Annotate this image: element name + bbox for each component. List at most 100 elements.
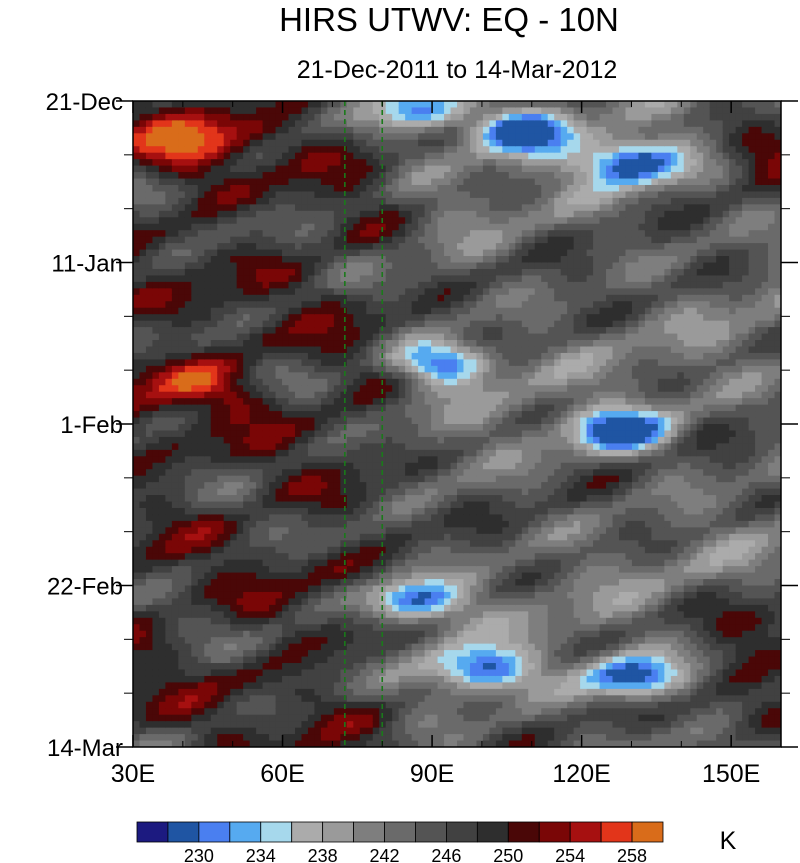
heatmap-cell (243, 378, 251, 386)
heatmap-cell (249, 708, 257, 716)
heatmap-cell (217, 617, 225, 625)
heatmap-cell (346, 385, 354, 393)
heatmap-cell (275, 133, 283, 141)
heatmap-cell (243, 675, 251, 683)
heatmap-cell (197, 152, 205, 160)
heatmap-cell (437, 146, 445, 154)
heatmap-cell (243, 107, 251, 115)
heatmap-cell (431, 527, 439, 535)
heatmap-cell (191, 172, 199, 180)
heatmap-cell (262, 514, 270, 522)
heatmap-cell (314, 436, 322, 444)
heatmap-cell (210, 701, 218, 709)
heatmap-cell (307, 449, 316, 457)
heatmap-cell (431, 359, 439, 367)
heatmap-cell (405, 204, 413, 212)
heatmap-cell (359, 701, 367, 709)
heatmap-cell (210, 275, 218, 283)
heatmap-cell (243, 501, 251, 509)
heatmap-cell (450, 430, 458, 438)
heatmap-cell (405, 320, 413, 328)
heatmap-cell (320, 101, 328, 109)
heatmap-cell (437, 591, 445, 600)
heatmap-cell (379, 734, 387, 742)
heatmap-cell (366, 436, 374, 444)
heatmap-cell (165, 152, 173, 160)
heatmap-cell (307, 430, 316, 438)
heatmap-cell (320, 566, 328, 574)
heatmap-cell (158, 501, 166, 509)
heatmap-cell (217, 365, 225, 373)
heatmap-cell (184, 456, 192, 464)
heatmap-cell (405, 449, 413, 457)
heatmap-cell (249, 301, 257, 309)
heatmap-cell (359, 417, 367, 425)
heatmap-cell (282, 165, 290, 173)
heatmap-cell (249, 734, 257, 742)
heatmap-cell (217, 701, 225, 709)
heatmap-cell (366, 249, 374, 257)
heatmap-cell (327, 669, 335, 677)
heatmap-cell (392, 120, 400, 128)
heatmap-cell (256, 340, 264, 348)
heatmap-cell (256, 740, 264, 747)
heatmap-cell (184, 346, 192, 354)
heatmap-cell (372, 262, 380, 270)
heatmap-cell (346, 436, 354, 444)
heatmap-cell (165, 682, 173, 690)
heatmap-cell (301, 256, 309, 264)
heatmap-cell (217, 734, 225, 742)
heatmap-cell (133, 604, 141, 612)
heatmap-cell (178, 120, 186, 128)
heatmap-cell (262, 663, 270, 671)
heatmap-cell (269, 688, 277, 696)
heatmap-cell (424, 327, 432, 335)
heatmap-cell (424, 559, 432, 567)
heatmap-cell (437, 721, 445, 729)
heatmap-cell (191, 333, 199, 341)
heatmap-cell (372, 107, 380, 115)
heatmap-cell (444, 675, 452, 683)
heatmap-cell (295, 469, 303, 477)
heatmap-cell (152, 714, 160, 722)
heatmap-cell (178, 262, 186, 270)
heatmap-cell (424, 714, 432, 722)
heatmap-cell (178, 469, 186, 477)
heatmap-cell (366, 462, 374, 470)
heatmap-cell (366, 346, 374, 354)
heatmap-cell (243, 301, 251, 309)
heatmap-cell (346, 217, 354, 225)
heatmap-cell (405, 398, 413, 406)
heatmap-cell (152, 146, 160, 154)
heatmap-cell (288, 236, 296, 244)
heatmap-cell (327, 579, 335, 587)
heatmap-cell (145, 126, 154, 134)
heatmap-cell (372, 449, 380, 457)
heatmap-cell (333, 598, 341, 606)
heatmap-cell (256, 520, 264, 528)
heatmap-cell (275, 462, 283, 470)
heatmap-cell (145, 281, 154, 289)
heatmap-cell (450, 249, 458, 257)
heatmap-cell (197, 714, 205, 722)
heatmap-cell (405, 404, 413, 412)
heatmap-cell (392, 572, 400, 580)
heatmap-cell (385, 643, 393, 651)
heatmap-cell (275, 197, 283, 205)
heatmap-cell (152, 191, 160, 199)
heatmap-cell (307, 120, 316, 128)
heatmap-cell (178, 378, 186, 386)
heatmap-cell (256, 443, 264, 451)
heatmap-cell (392, 365, 400, 373)
heatmap-cell (359, 391, 367, 399)
heatmap-cell (295, 669, 303, 677)
heatmap-cell (217, 430, 225, 438)
heatmap-cell (197, 352, 205, 360)
heatmap-cell (178, 126, 186, 134)
heatmap-cell (249, 656, 257, 664)
heatmap-cell (333, 604, 341, 612)
heatmap-cell (249, 714, 257, 722)
heatmap-cell (444, 708, 452, 716)
heatmap-cell (236, 411, 244, 419)
heatmap-cell (353, 372, 361, 380)
